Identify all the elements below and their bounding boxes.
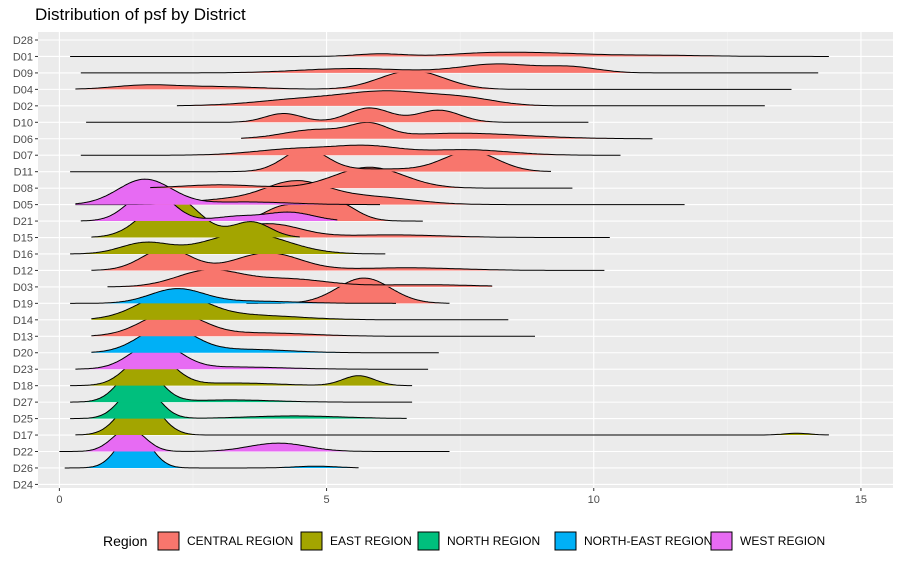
ridge-d27-north-region (70, 364, 413, 403)
y-tick-label-d22: D22 (13, 447, 33, 459)
y-tick-label-d14: D14 (13, 315, 33, 327)
ridge-d12-central-region (91, 248, 605, 271)
y-tick-label-d07: D07 (13, 150, 33, 162)
ridge-outline-d09-central-region (80, 63, 819, 74)
ridge-outline-d07-central-region (80, 144, 621, 156)
chart-title: Distribution of psf by District (35, 5, 246, 24)
y-tick-label-d18: D18 (13, 381, 33, 393)
ridge-d17-east-region (75, 395, 829, 436)
ridge-outline-d06-central-region (241, 121, 653, 140)
y-tick-label-d15: D15 (13, 233, 33, 245)
plot-panel: D28 D01 D09 D04 D02 D10 D06 D07 D11 D08 D05 D21 D15 D… (13, 32, 893, 506)
y-tick-label-d04: D04 (13, 84, 33, 96)
y-tick-label-d28: D28 (13, 35, 33, 47)
legend-item-north-region: NORTH REGION (417, 531, 540, 551)
y-tick-label-d06: D06 (13, 134, 33, 146)
y-tick-label-d12: D12 (13, 265, 33, 277)
ridge-outline-d05-west-region (75, 178, 380, 206)
x-tick-label: 15 (855, 494, 867, 506)
ridge-outline-d19-north-east-region (70, 288, 396, 304)
ridge-d05-west-region (75, 179, 381, 205)
ridge-d07-central-region (80, 145, 621, 156)
y-tick-label-d26: D26 (13, 463, 33, 475)
y-tick-label-d19: D19 (13, 298, 33, 310)
y-tick-label-d11: D11 (14, 167, 33, 179)
ridge-d11-central-region (70, 148, 551, 172)
legend: Region CENTRAL REGION EAST REGION NORTH REG… (103, 531, 825, 551)
ridge-d02-central-region (176, 90, 765, 106)
legend-label-east-region: EAST REGION (330, 534, 412, 548)
ridge-outline-d04-central-region (75, 70, 792, 90)
ridge-d16-east-region (70, 233, 386, 254)
legend-label-north-region: NORTH REGION (447, 534, 540, 548)
ridge-d22-west-region (59, 428, 450, 452)
ridge-outline-d02-central-region (176, 90, 765, 107)
y-tick-label-d10: D10 (13, 117, 33, 129)
legend-label-central-region: CENTRAL REGION (187, 534, 293, 548)
ridge-outline-d10-central-region (86, 107, 589, 123)
ridge-d10-central-region (86, 107, 589, 123)
x-tick-label: 0 (56, 494, 62, 506)
legend-title: Region (103, 533, 147, 549)
y-tick-label-d09: D09 (13, 68, 33, 80)
y-tick-label-d13: D13 (13, 331, 33, 343)
y-tick-label-d17: D17 (13, 430, 33, 442)
x-tick-label: 5 (324, 494, 330, 506)
y-tick-label-d27: D27 (13, 397, 33, 409)
ridge-outline-d08-central-region (150, 166, 573, 189)
legend-key-north-region (417, 531, 440, 551)
y-tick-label-d23: D23 (13, 364, 33, 376)
ridge-d04-central-region (75, 70, 792, 90)
legend-item-central-region: CENTRAL REGION (157, 531, 293, 551)
y-tick-label-d16: D16 (13, 249, 33, 261)
ridge-d03-central-region (107, 269, 493, 287)
ridge-outline-d15-east-region (91, 195, 300, 238)
y-tick-label-d25: D25 (13, 414, 33, 426)
legend-key-east-region (300, 531, 323, 551)
ridge-d08-central-region (150, 167, 573, 189)
ridges (59, 51, 829, 469)
legend-key-central-region (157, 531, 180, 551)
ridge-outline-d01-central-region (70, 51, 829, 57)
y-tick-label-d21: D21 (13, 216, 33, 228)
ridge-outline-d26-north-east-region (64, 431, 359, 469)
legend-key-north-east-region (554, 531, 577, 551)
legend-item-east-region: EAST REGION (300, 531, 412, 551)
y-tick-label-d01: D01 (13, 51, 33, 63)
legend-key-west-region (710, 531, 733, 551)
ridge-d19-central-region (246, 278, 450, 304)
legend-label-west-region: WEST REGION (740, 534, 825, 548)
ridge-outline-d21-west-region (80, 189, 338, 222)
ridge-d13-central-region (91, 311, 536, 337)
y-tick-label-d20: D20 (13, 348, 33, 360)
y-tick-label-d05: D05 (13, 200, 33, 212)
legend-label-north-east-region: NORTH-EAST REGION (584, 534, 712, 548)
y-tick-label-d03: D03 (13, 282, 33, 294)
x-tick-label: 10 (588, 494, 600, 506)
ridge-outline-d03-central-region (107, 269, 493, 288)
ridge-d05-central-region (75, 180, 685, 205)
ridge-d25-north-region (70, 383, 407, 419)
y-tick-label-d24: D24 (13, 479, 33, 491)
y-tick-label-d02: D02 (13, 101, 33, 113)
ridge-outline-d17-east-region (75, 394, 829, 436)
legend-item-west-region: WEST REGION (710, 531, 825, 551)
ridge-d06-central-region (241, 122, 653, 139)
y-tick-label-d08: D08 (13, 183, 33, 195)
ridge-d19-north-east-region (70, 288, 396, 304)
legend-item-north-east-region: NORTH-EAST REGION (554, 531, 712, 551)
